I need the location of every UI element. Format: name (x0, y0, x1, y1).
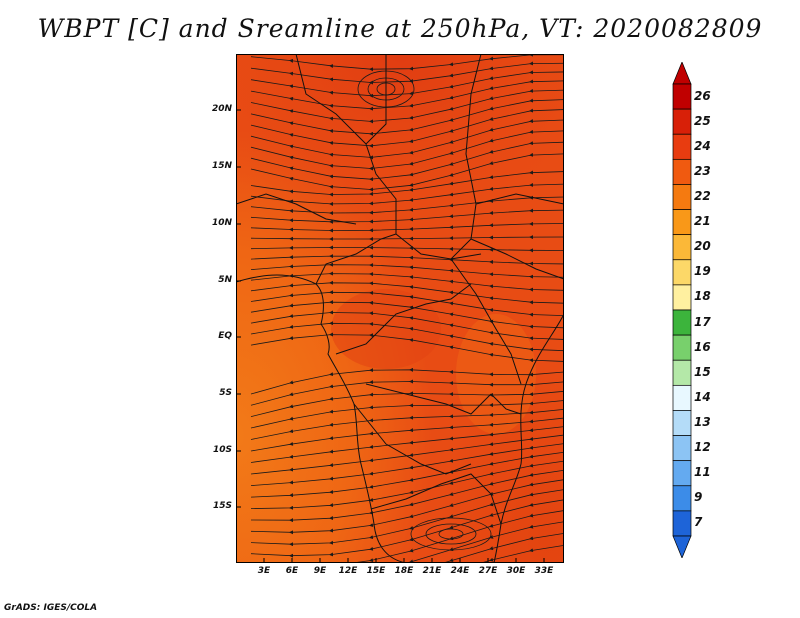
streamline-eddy (438, 528, 464, 540)
lon-label: 9E (313, 566, 327, 576)
colorbar-swatch (672, 384, 692, 411)
colorbar-swatch (672, 485, 692, 512)
streamline (250, 235, 564, 242)
lat-label: 20N (211, 104, 232, 114)
lat-label: 5N (218, 275, 232, 285)
colorbar-swatch (672, 309, 692, 336)
colorbar-label: 16 (694, 339, 711, 354)
lat-label: 10S (212, 445, 232, 455)
coastlines-borders (236, 54, 564, 563)
streamline-eddy (410, 517, 492, 551)
streamline (289, 544, 564, 563)
lon-label: 30E (506, 566, 526, 576)
lat-label: 15N (211, 161, 232, 171)
colorbar-swatch (672, 284, 692, 311)
map-frame (236, 54, 564, 563)
colorbar-swatch (672, 158, 692, 185)
wbpt-field-congo (331, 289, 441, 369)
colorbar-swatch (672, 108, 692, 135)
streamlines (250, 54, 564, 563)
colorbar-label: 18 (694, 289, 711, 304)
colorbar-label: 22 (694, 189, 711, 203)
colorbar-label: 11 (694, 465, 711, 480)
colorbar-swatch (672, 259, 692, 286)
map-title: WBPT [C] and Sreamline at 250hPa, VT: 20… (37, 14, 763, 43)
lat-label: EQ (218, 331, 232, 341)
colorbar-label: 15 (694, 364, 711, 379)
streamline (250, 245, 564, 253)
lon-label: 12E (338, 566, 358, 576)
colorbar-label: 24 (694, 138, 711, 153)
colorbar-label: 25 (694, 113, 711, 128)
colorbar-label: 26 (694, 88, 711, 103)
colorbar-label: 23 (694, 163, 711, 178)
streamline (250, 208, 564, 224)
streamline (250, 221, 564, 233)
colorbar-swatch (672, 184, 692, 210)
lat-label: 10N (211, 218, 232, 228)
colorbar-label: 14 (694, 389, 711, 404)
colorbar-top-triangle (672, 62, 692, 85)
colorbar-swatch (672, 234, 692, 261)
colorbar-swatch (672, 359, 692, 386)
lon-label: 15E (366, 566, 386, 576)
lon-label: 21E (422, 566, 442, 576)
lon-label: 24E (450, 566, 470, 576)
footer-credit: GrADS: IGES/COLA (4, 603, 98, 613)
lon-label: 6E (285, 566, 299, 576)
colorbar-label: 7 (694, 515, 703, 530)
lat-ticks (236, 109, 241, 508)
streamline (289, 532, 564, 563)
colorbar-label: 13 (694, 415, 711, 429)
colorbar-bottom-triangle (672, 535, 692, 558)
colorbar-swatch (672, 460, 692, 487)
colorbar-swatch (672, 435, 692, 462)
colorbar-label: 20 (694, 239, 711, 254)
colorbar-label: 12 (694, 440, 711, 455)
colorbar-swatch (672, 334, 692, 361)
lon-label: 3E (257, 566, 271, 576)
streamline (250, 332, 564, 363)
colorbar-label: 9 (694, 490, 703, 505)
colorbar (672, 62, 692, 558)
streamline-eddy (425, 523, 477, 545)
colorbar-label: 17 (694, 314, 711, 329)
lon-label: 33E (534, 566, 554, 576)
colorbar-label: 21 (694, 214, 711, 229)
colorbar-swatch (672, 83, 692, 110)
map-plot (236, 54, 564, 563)
lat-label: 5S (219, 388, 232, 398)
colorbar-label: 19 (694, 264, 711, 279)
lon-label: 27E (478, 566, 498, 576)
lon-label: 18E (394, 566, 414, 576)
colorbar-swatch (672, 133, 692, 160)
colorbar-swatch (672, 510, 692, 537)
map-panel (236, 54, 564, 563)
colorbar-swatch (672, 209, 692, 236)
lat-label: 15S (212, 501, 232, 511)
colorbar-swatch (672, 410, 692, 436)
lon-ticks (263, 558, 545, 563)
